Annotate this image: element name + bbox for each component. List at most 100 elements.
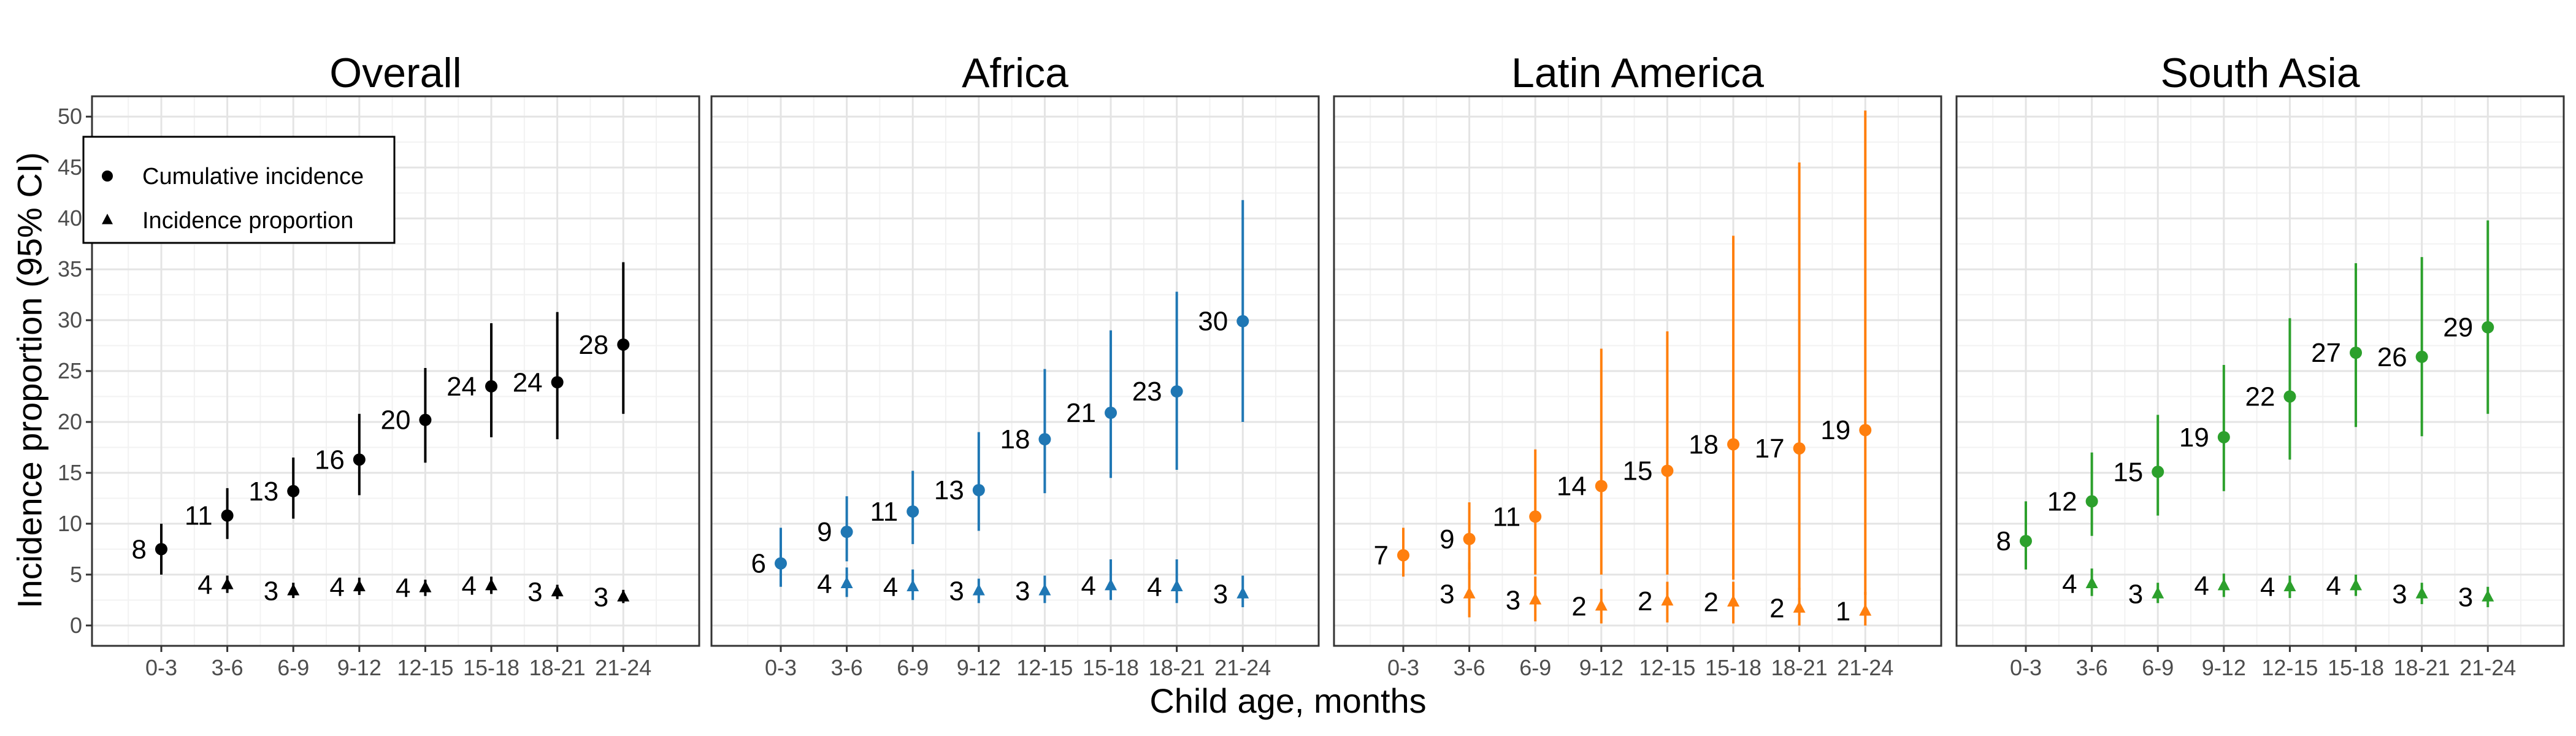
y-tick-label: 50 bbox=[58, 104, 82, 129]
point-incidence-proportion bbox=[972, 583, 985, 596]
data-label-incidence: 2 bbox=[1571, 591, 1586, 621]
data-label-cumulative: 29 bbox=[2443, 313, 2473, 343]
point-incidence-proportion bbox=[287, 583, 300, 596]
point-cumulative-incidence bbox=[1793, 442, 1806, 455]
data-label-incidence: 3 bbox=[2128, 579, 2143, 609]
point-cumulative-incidence bbox=[617, 338, 630, 351]
data-label-cumulative: 18 bbox=[1689, 429, 1719, 459]
point-cumulative-incidence bbox=[2019, 535, 2032, 548]
point-cumulative-incidence bbox=[1236, 315, 1249, 328]
x-tick-label: 15-18 bbox=[1083, 655, 1139, 680]
point-incidence-proportion bbox=[2085, 577, 2098, 589]
data-label-incidence: 3 bbox=[264, 576, 278, 606]
x-tick-label: 3-6 bbox=[212, 655, 243, 680]
data-label-incidence: 4 bbox=[396, 573, 410, 603]
x-tick-label: 18-21 bbox=[529, 655, 586, 680]
point-incidence-proportion bbox=[2217, 578, 2230, 591]
point-incidence-proportion bbox=[1463, 586, 1476, 599]
data-label-cumulative: 24 bbox=[513, 367, 543, 397]
data-label-cumulative: 27 bbox=[2311, 338, 2341, 368]
data-label-cumulative: 21 bbox=[1066, 398, 1096, 428]
data-label-incidence: 3 bbox=[1506, 585, 1520, 615]
point-cumulative-incidence bbox=[2217, 431, 2230, 443]
data-label-incidence: 3 bbox=[1213, 579, 1228, 609]
y-tick-label: 35 bbox=[58, 256, 82, 282]
point-incidence-proportion bbox=[551, 585, 564, 597]
data-label-cumulative: 30 bbox=[1198, 307, 1228, 337]
data-label-cumulative: 15 bbox=[1622, 456, 1652, 486]
data-label-cumulative: 8 bbox=[132, 534, 147, 564]
data-label-incidence: 3 bbox=[2458, 582, 2473, 612]
point-cumulative-incidence bbox=[155, 543, 167, 556]
point-incidence-proportion bbox=[1105, 578, 1117, 591]
point-cumulative-incidence bbox=[1859, 424, 1872, 437]
data-label-cumulative: 22 bbox=[2245, 381, 2275, 412]
point-incidence-proportion bbox=[840, 577, 853, 589]
point-cumulative-incidence bbox=[972, 484, 985, 497]
point-incidence-proportion bbox=[1595, 599, 1608, 611]
x-tick-label: 6-9 bbox=[277, 655, 309, 680]
data-label-incidence: 4 bbox=[2326, 571, 2341, 601]
x-tick-label: 9-12 bbox=[337, 655, 381, 680]
x-tick-label: 21-24 bbox=[2459, 655, 2516, 680]
data-label-incidence: 2 bbox=[1769, 594, 1784, 624]
data-label-cumulative: 11 bbox=[185, 501, 213, 531]
data-label-incidence: 4 bbox=[462, 571, 477, 601]
point-cumulative-incidence bbox=[774, 557, 787, 570]
x-axis-title: Child age, months bbox=[1149, 681, 1427, 720]
data-label-cumulative: 23 bbox=[1132, 377, 1162, 407]
data-label-cumulative: 6 bbox=[751, 549, 766, 579]
data-label-incidence: 4 bbox=[817, 569, 832, 599]
data-label-cumulative: 18 bbox=[1000, 424, 1030, 454]
panel-overall: Overall 0-3 3-6 6-9 9-12 12-15 15-18 18-21 21-24… bbox=[58, 50, 700, 680]
point-cumulative-incidence bbox=[221, 509, 234, 522]
data-label-incidence: 3 bbox=[949, 576, 964, 606]
data-label-incidence: 1 bbox=[1836, 597, 1850, 627]
data-label-cumulative: 12 bbox=[2047, 486, 2077, 516]
x-tick-label: 15-18 bbox=[463, 655, 519, 680]
point-incidence-proportion bbox=[1236, 586, 1249, 599]
x-tick-label: 21-24 bbox=[595, 655, 651, 680]
x-tick-label: 0-3 bbox=[145, 655, 177, 680]
data-label-incidence: 3 bbox=[1015, 576, 1030, 606]
x-tick-label: 3-6 bbox=[831, 655, 863, 680]
point-cumulative-incidence bbox=[2350, 347, 2363, 359]
x-tick-label: 3-6 bbox=[2076, 655, 2108, 680]
point-incidence-proportion bbox=[1529, 592, 1542, 605]
point-cumulative-incidence bbox=[485, 380, 498, 393]
legend-label: Cumulative incidence bbox=[142, 164, 364, 190]
x-tick-label: 15-18 bbox=[1705, 655, 1761, 680]
point-incidence-proportion bbox=[485, 578, 498, 591]
data-label-cumulative: 26 bbox=[2377, 342, 2407, 372]
y-tick-label: 25 bbox=[58, 358, 82, 383]
y-tick-label: 30 bbox=[58, 307, 82, 332]
data-label-cumulative: 20 bbox=[380, 405, 410, 435]
point-incidence-proportion bbox=[2152, 586, 2164, 599]
panel-border bbox=[1955, 95, 2565, 647]
point-cumulative-incidence bbox=[1170, 385, 1183, 398]
data-label-cumulative: 11 bbox=[870, 497, 899, 527]
data-label-incidence: 3 bbox=[594, 582, 608, 612]
y-tick-label: 0 bbox=[70, 613, 82, 638]
point-cumulative-incidence bbox=[1529, 510, 1542, 523]
point-cumulative-incidence bbox=[353, 453, 366, 466]
data-label-cumulative: 19 bbox=[2179, 423, 2209, 453]
point-cumulative-incidence bbox=[2283, 390, 2296, 403]
x-tick-label: 18-21 bbox=[2394, 655, 2450, 680]
point-incidence-proportion bbox=[2482, 589, 2494, 602]
x-tick-label: 0-3 bbox=[765, 655, 797, 680]
legend-circle-icon bbox=[102, 171, 113, 182]
legend: Cumulative incidence Incidence proportion bbox=[82, 136, 396, 244]
data-label-cumulative: 9 bbox=[817, 517, 832, 547]
point-incidence-proportion bbox=[2415, 586, 2428, 599]
panel-title: Overall bbox=[329, 50, 461, 96]
data-label-incidence: 4 bbox=[1081, 571, 1096, 601]
legend-label: Incidence proportion bbox=[142, 208, 353, 234]
panel-border bbox=[1333, 95, 1942, 647]
panel-latin-america: Latin America 0-3 3-6 6-9 9-12 12-15 15-18 18-2… bbox=[1333, 50, 1942, 680]
y-tick-label: 5 bbox=[70, 562, 82, 587]
x-tick-label: 6-9 bbox=[897, 655, 929, 680]
data-label-incidence: 3 bbox=[1439, 579, 1454, 609]
point-cumulative-incidence bbox=[840, 526, 853, 539]
